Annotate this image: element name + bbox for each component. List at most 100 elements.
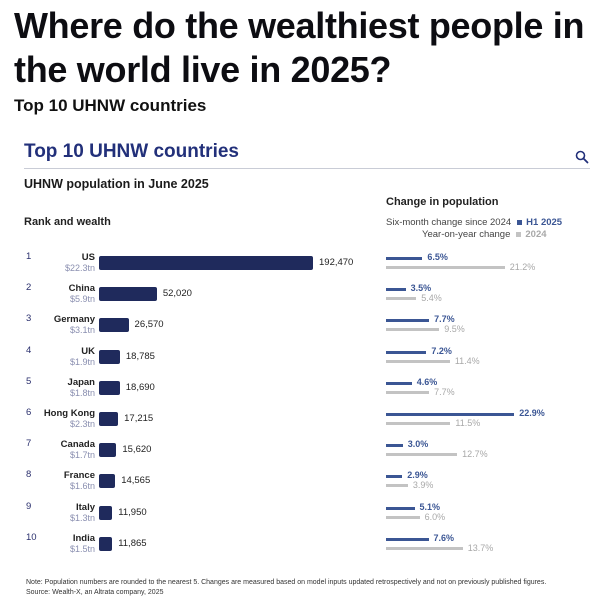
h1-change-label: 2.9% <box>407 470 428 481</box>
rank-number: 4 <box>26 344 32 356</box>
legend-2024: Year-on-year change 2024 <box>422 229 547 240</box>
rank-number: 7 <box>26 438 32 450</box>
legend-2024-label: Year-on-year change <box>422 229 511 240</box>
rank-number: 2 <box>26 282 32 294</box>
h1-change-bar <box>386 444 403 448</box>
yoy-change-label: 6.0% <box>424 511 446 522</box>
yoy-change-label: 9.5% <box>444 324 465 335</box>
search-icon[interactable] <box>575 150 589 164</box>
h1-change-label: 7.7% <box>434 314 455 325</box>
page-headline: Where do the wealthiest people in the wo… <box>14 5 585 90</box>
yoy-change-label: 3.9% <box>412 480 434 491</box>
source-text: Source: Wealth-X, an Altrata company, 20… <box>26 589 164 596</box>
population-label: 18,785 <box>125 350 155 362</box>
yoy-change-bar <box>386 328 440 332</box>
country-name: Hong Kong <box>43 408 95 419</box>
h1-change-label: 7.2% <box>431 345 452 356</box>
country-name: UK <box>81 345 95 357</box>
yoy-change-label: 11.4% <box>454 355 480 366</box>
population-bar <box>99 287 157 302</box>
population-label: 15,620 <box>122 444 152 456</box>
legend-h1-swatch <box>517 220 523 225</box>
population-label: 192,470 <box>319 257 354 268</box>
country-name: Germany <box>53 314 95 326</box>
population-bar <box>99 505 113 520</box>
population-label: 11,950 <box>118 506 147 518</box>
chart-subtitle: UHNW population in June 2025 <box>24 177 209 191</box>
h1-change-label: 4.6% <box>416 376 438 387</box>
yoy-change-label: 11.5% <box>455 418 481 428</box>
h1-change-label: 22.9% <box>519 408 545 418</box>
rank-number: 9 <box>26 500 32 512</box>
yoy-change-bar <box>386 390 430 394</box>
rank-number: 8 <box>26 469 32 481</box>
country-wealth: $5.9tn <box>69 294 95 305</box>
h1-change-bar <box>386 413 515 416</box>
change-header: Change in population <box>386 196 499 208</box>
country-name: Canada <box>60 439 95 451</box>
country-wealth: $1.3tn <box>69 512 95 523</box>
population-bar <box>99 412 119 426</box>
h1-change-bar <box>386 381 412 385</box>
h1-change-bar <box>386 537 429 541</box>
country-name: Japan <box>67 376 95 388</box>
chart-title: Top 10 UHNW countries <box>24 141 239 162</box>
h1-change-label: 7.6% <box>433 532 455 543</box>
h1-change-label: 6.5% <box>427 252 448 262</box>
population-label: 11,865 <box>118 537 147 549</box>
h1-change-label: 3.5% <box>410 283 432 294</box>
yoy-change-label: 12.7% <box>462 449 488 460</box>
country-wealth: $1.6tn <box>69 481 95 492</box>
yoy-change-bar <box>386 546 463 550</box>
country-wealth: $1.9tn <box>69 356 95 367</box>
country-name: China <box>68 283 95 295</box>
legend-2024-swatch <box>516 232 522 237</box>
h1-change-bar <box>386 288 406 292</box>
h1-change-label: 3.0% <box>407 439 429 450</box>
yoy-change-bar <box>386 359 450 363</box>
population-label: 26,570 <box>134 319 164 331</box>
h1-change-bar <box>386 506 415 510</box>
country-wealth: $3.1tn <box>69 325 95 336</box>
population-bar <box>99 380 120 395</box>
yoy-change-bar <box>386 266 505 269</box>
yoy-change-bar <box>386 297 417 301</box>
page-subhead: Top 10 UHNW countries <box>14 96 207 115</box>
population-bar <box>99 349 120 364</box>
yoy-change-bar <box>386 515 420 519</box>
note-text: Note: Population numbers are rounded to … <box>26 579 547 586</box>
country-name: France <box>63 470 95 482</box>
yoy-change-label: 7.7% <box>434 386 455 397</box>
country-wealth: $2.3tn <box>69 419 95 429</box>
legend-h1-label: Six-month change since 2024 <box>386 217 512 228</box>
yoy-change-label: 13.7% <box>467 542 494 553</box>
population-bar <box>99 443 117 458</box>
h1-change-bar <box>386 350 427 354</box>
rank-number: 1 <box>26 251 32 262</box>
title-divider <box>24 168 590 169</box>
population-label: 17,215 <box>124 413 154 424</box>
h1-change-bar <box>386 475 403 479</box>
population-label: 52,020 <box>162 288 192 300</box>
population-label: 18,690 <box>125 381 155 393</box>
country-wealth: $1.8tn <box>69 387 95 398</box>
yoy-change-label: 5.4% <box>421 293 442 304</box>
country-name: Italy <box>75 501 95 513</box>
rank-number: 5 <box>26 375 32 387</box>
yoy-change-bar <box>386 453 458 457</box>
country-name: India <box>72 532 95 544</box>
yoy-change-label: 21.2% <box>509 262 536 272</box>
country-name: US <box>81 252 95 263</box>
rank-number: 3 <box>26 313 32 325</box>
population-bar <box>99 474 116 489</box>
country-wealth: $1.7tn <box>69 450 95 461</box>
yoy-change-bar <box>386 422 451 425</box>
country-wealth: $22.3tn <box>64 263 95 273</box>
h1-change-label: 5.1% <box>419 501 441 512</box>
population-label: 14,565 <box>121 475 151 487</box>
rank-number: 10 <box>26 531 37 543</box>
legend-h1: Six-month change since 2024 H1 2025 <box>386 217 562 228</box>
legend-2024-series: 2024 <box>525 229 547 240</box>
rank-number: 6 <box>26 407 32 418</box>
h1-change-bar <box>386 319 430 323</box>
